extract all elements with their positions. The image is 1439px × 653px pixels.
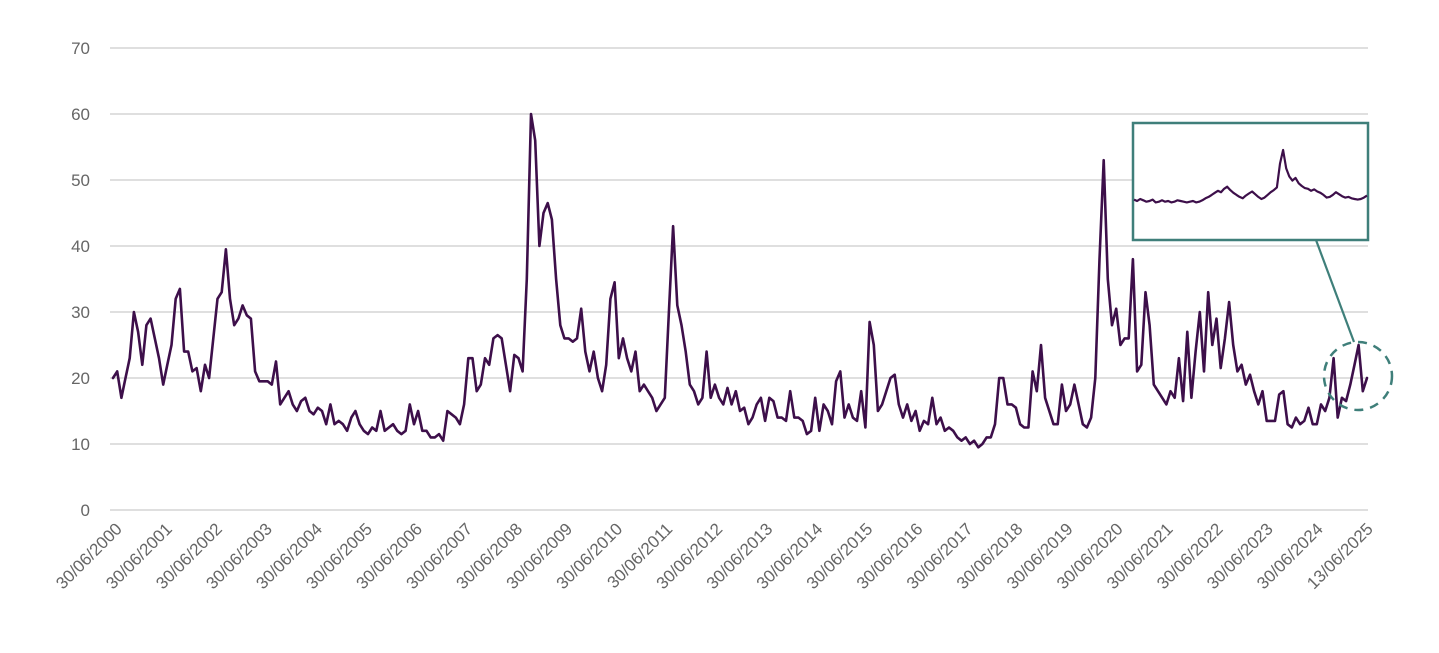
- y-tick-label: 70: [71, 39, 90, 58]
- x-axis-tick-labels: 30/06/200030/06/200130/06/200230/06/2003…: [52, 519, 1377, 593]
- y-tick-label: 0: [81, 501, 90, 520]
- inset-callout-connector: [1314, 239, 1356, 343]
- inset-zoom-box: [1131, 121, 1370, 242]
- y-tick-label: 20: [71, 369, 90, 388]
- inset-series-line: [1133, 148, 1368, 204]
- y-axis-tick-labels: 0 10 20 30 40 50 60 70: [71, 39, 90, 520]
- grid-lines: [110, 47, 1368, 511]
- y-tick-label: 40: [71, 237, 90, 256]
- series-line: [111, 112, 1369, 449]
- y-tick-label: 50: [71, 171, 90, 190]
- y-tick-label: 10: [71, 435, 90, 454]
- y-tick-label: 30: [71, 303, 90, 322]
- y-tick-label: 60: [71, 105, 90, 124]
- highlight-dashed-circle: [1322, 340, 1394, 412]
